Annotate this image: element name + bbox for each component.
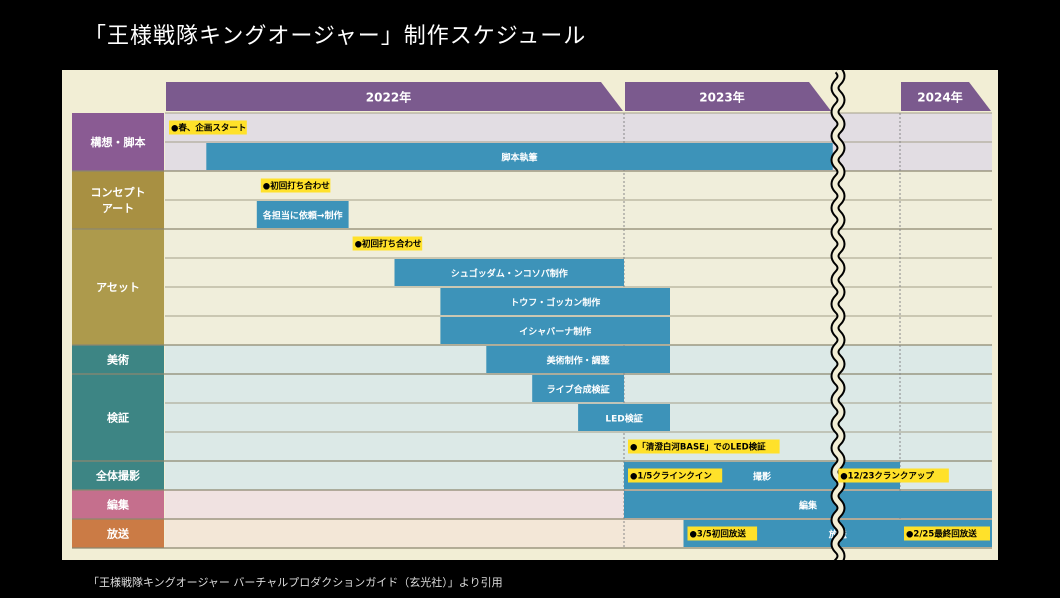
- milestone-highlight: [169, 120, 247, 135]
- group-label-cell: [72, 345, 164, 374]
- group-label-cell: [72, 113, 164, 171]
- group-label-cell: [72, 171, 164, 229]
- schedule-bar: [532, 375, 624, 402]
- bar-label: イシャバーナ制作: [519, 326, 591, 338]
- axis-break: [832, 70, 844, 560]
- bar-label: 美術制作・調整: [547, 355, 610, 367]
- group-label-cell: [72, 490, 164, 519]
- schedule-bar: [440, 317, 670, 344]
- milestone-label: ●初回打ち合わせ: [263, 181, 330, 192]
- group-label: 放送: [106, 527, 130, 541]
- milestone-highlight: [628, 439, 780, 454]
- milestone-label: ●春、企画スタート: [171, 123, 246, 134]
- schedule-bar: [256, 201, 349, 228]
- group-label: 編集: [107, 498, 130, 512]
- group-label: コンセプト: [91, 185, 146, 199]
- bar-label: シュゴッダム・ンコソパ制作: [451, 268, 568, 280]
- bar-label: 各担当に依頼→制作: [262, 210, 343, 222]
- milestone-label: ●3/5初回放送: [690, 529, 747, 540]
- schedule-panel: 構想・脚本コンセプトアートアセット美術検証全体撮影編集放送 2022年 2023年 2…: [62, 70, 998, 560]
- group-label: 構想・脚本: [91, 135, 146, 149]
- milestone-label: ●1/5クラインクイン: [630, 471, 712, 482]
- milestone-highlight: [904, 526, 990, 541]
- year-header: [166, 82, 623, 111]
- milestone-highlight: [352, 236, 423, 251]
- year-label: 2024年: [917, 90, 962, 105]
- bar-label: 撮影: [753, 471, 771, 483]
- group-label-cell: [72, 374, 164, 461]
- milestone-highlight: [687, 526, 758, 541]
- bar-label: 編集: [799, 500, 818, 512]
- group-label: 全体撮影: [95, 469, 140, 483]
- schedule-bar: [624, 491, 992, 518]
- group-label-cell: [72, 229, 164, 345]
- schedule-bar: [578, 404, 670, 431]
- milestone-label: ●「清澄白河BASE」でのLED検証: [630, 442, 766, 453]
- bar-label: ライブ合成検証: [547, 384, 610, 396]
- group-label: アセット: [96, 281, 140, 294]
- year-label: 2023年: [699, 90, 744, 105]
- schedule-bar: [440, 288, 670, 315]
- schedule-bar: [206, 143, 833, 170]
- bar-label: トウフ・ゴッカン制作: [510, 297, 600, 309]
- bar-label: LED検証: [605, 413, 642, 425]
- year-header: [625, 82, 831, 111]
- group-label-cell: [72, 519, 164, 548]
- group-label: 美術: [107, 353, 129, 367]
- page-title: 「王様戦隊キングオージャー」制作スケジュール: [84, 24, 587, 49]
- milestone-label: ●初回打ち合わせ: [355, 239, 422, 250]
- milestone-highlight: [628, 468, 723, 483]
- bar-label: 脚本執筆: [502, 152, 538, 164]
- year-header: [901, 82, 991, 111]
- schedule-bar: [486, 346, 670, 373]
- milestone-label: ●12/23クランクアップ: [840, 471, 934, 482]
- year-label: 2022年: [366, 90, 411, 105]
- group-label-cell: [72, 461, 164, 490]
- group-label: 検証: [107, 411, 129, 425]
- group-label: アート: [102, 202, 134, 215]
- milestone-label: ●2/25最終回放送: [906, 529, 977, 540]
- milestone-highlight: [260, 178, 331, 193]
- source-caption: 「王様戦隊キングオージャー バーチャルプロダクションガイド（玄光社）」より引用: [88, 576, 503, 589]
- schedule-bar: [394, 259, 624, 286]
- milestone-highlight: [838, 468, 949, 483]
